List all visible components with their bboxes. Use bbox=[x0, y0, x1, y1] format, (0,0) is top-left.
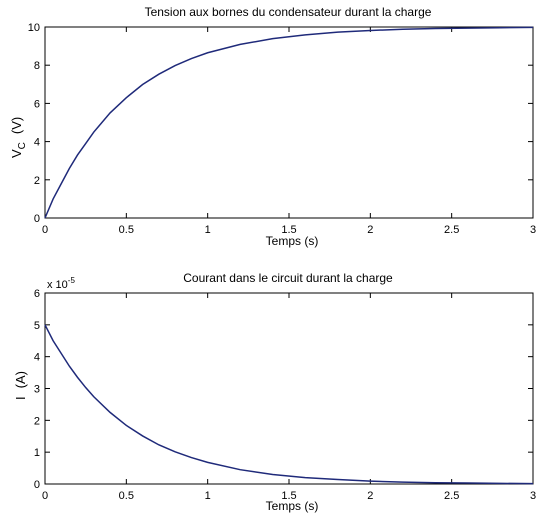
chart-voltage-title: Tension aux bornes du condensateur duran… bbox=[145, 5, 432, 19]
chart-current-exponent: x 10-5 bbox=[47, 276, 75, 291]
chart-voltage: Tension aux bornes du condensateur duran… bbox=[9, 5, 536, 248]
chart-voltage-y-label-sub: C bbox=[17, 142, 28, 149]
chart-current-title: Courant dans le circuit durant la charge bbox=[183, 271, 393, 285]
chart-current-plot-area bbox=[44, 292, 534, 485]
chart-voltage-x-tick-label: 1 bbox=[205, 224, 211, 236]
chart-voltage-y-tick-label: 10 bbox=[28, 22, 40, 34]
chart-voltage-y-ticks: 0 2 4 6 8 10 bbox=[28, 22, 533, 225]
chart-current-exponent-base: x 10 bbox=[47, 279, 68, 291]
chart-current-series-line bbox=[44, 324, 534, 485]
chart-current-y-tick-label: 0 bbox=[34, 479, 40, 491]
chart-current-x-tick-label: 0 bbox=[42, 490, 48, 502]
chart-voltage-y-tick-label: 8 bbox=[34, 60, 40, 72]
chart-current-x-tick-label: 3 bbox=[530, 490, 536, 502]
chart-current-y-label-unit: (A) bbox=[13, 371, 28, 388]
chart-current-x-tick-label: 2 bbox=[367, 490, 373, 502]
chart-current-y-label: I (A) bbox=[13, 371, 28, 400]
chart-voltage-y-label: VC (V) bbox=[9, 117, 28, 158]
chart-voltage-y-label-unit: (V) bbox=[9, 117, 24, 134]
chart-voltage-y-tick-label: 6 bbox=[34, 98, 40, 110]
chart-current-y-tick-label: 4 bbox=[34, 352, 40, 364]
chart-voltage-y-tick-label: 2 bbox=[34, 175, 40, 187]
chart-voltage-x-tick-label: 1.5 bbox=[281, 224, 296, 236]
chart-voltage-x-tick-label: 2.5 bbox=[444, 224, 459, 236]
chart-current-x-tick-label: 0.5 bbox=[119, 490, 134, 502]
chart-voltage-y-tick-label: 0 bbox=[34, 213, 40, 225]
chart-current: Courant dans le circuit durant la charge… bbox=[13, 271, 536, 513]
chart-voltage-y-tick-label: 4 bbox=[34, 137, 40, 149]
chart-current-y-label-main: I bbox=[13, 396, 28, 400]
chart-current-y-tick-label: 5 bbox=[34, 320, 40, 332]
chart-voltage-x-tick-label: 0.5 bbox=[119, 224, 134, 236]
chart-voltage-series-line bbox=[44, 26, 534, 219]
chart-voltage-plot-area bbox=[44, 26, 534, 219]
chart-voltage-x-tick-label: 2 bbox=[367, 224, 373, 236]
chart-voltage-y-label-main: V bbox=[9, 149, 24, 158]
chart-current-y-tick-label: 2 bbox=[34, 415, 40, 427]
chart-current-x-tick-label: 1.5 bbox=[281, 490, 296, 502]
chart-voltage-x-ticks: 0 0.5 1 1.5 2 2.5 3 bbox=[42, 27, 536, 236]
chart-current-x-ticks: 0 0.5 1 1.5 2 2.5 3 bbox=[42, 293, 536, 502]
chart-voltage-x-tick-label: 0 bbox=[42, 224, 48, 236]
chart-current-x-tick-label: 2.5 bbox=[444, 490, 459, 502]
chart-current-exponent-power: -5 bbox=[68, 276, 76, 285]
chart-current-x-tick-label: 1 bbox=[205, 490, 211, 502]
chart-current-x-label: Temps (s) bbox=[266, 499, 319, 513]
chart-current-y-tick-label: 6 bbox=[34, 288, 40, 300]
chart-current-y-ticks: 0 1 2 3 4 5 6 bbox=[34, 288, 533, 491]
chart-voltage-x-tick-label: 3 bbox=[530, 224, 536, 236]
chart-current-y-tick-label: 1 bbox=[34, 447, 40, 459]
chart-current-y-tick-label: 3 bbox=[34, 384, 40, 396]
chart-voltage-x-label: Temps (s) bbox=[266, 234, 319, 248]
